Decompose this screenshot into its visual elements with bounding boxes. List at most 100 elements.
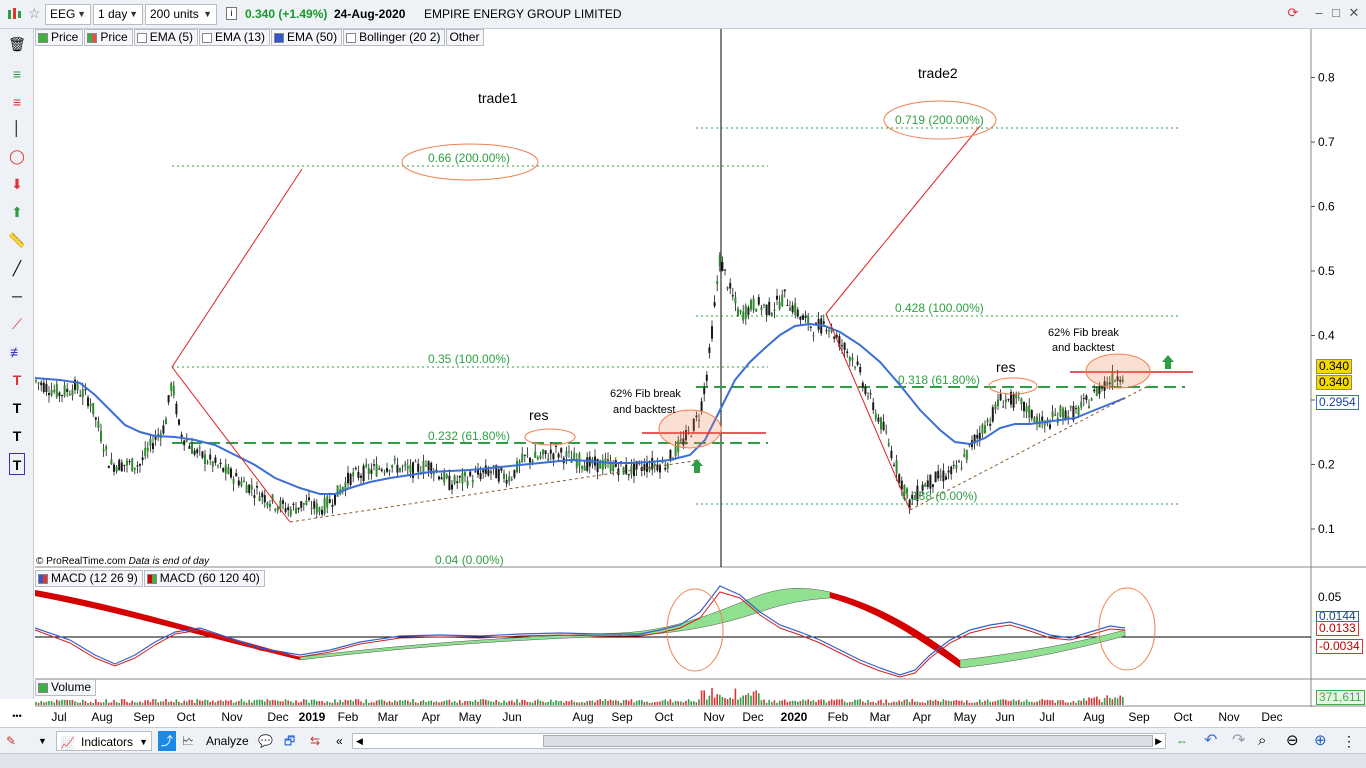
share-icon[interactable]: ⤴ (158, 731, 176, 751)
volume-bar (622, 700, 625, 705)
candle-body (417, 463, 420, 472)
scroll-left-icon[interactable]: ◀ (356, 736, 363, 746)
legend-bollinger[interactable]: Bollinger (20 2) (343, 29, 446, 46)
segment-icon[interactable]: ⟋ (12, 316, 22, 332)
candle-body (66, 388, 69, 393)
indicators-button[interactable]: 📈 Indicators ▼ (56, 731, 152, 751)
star-icon[interactable]: ☆ (28, 5, 41, 21)
text-box-icon[interactable]: T (9, 453, 25, 475)
candle-body (87, 397, 89, 406)
candle-body (729, 283, 732, 289)
zoom-out-icon[interactable]: ⊖ (1286, 732, 1299, 749)
volume-bar (1051, 700, 1054, 705)
volume-bar (927, 700, 929, 705)
minimize-icon[interactable]: – (1315, 5, 1323, 20)
time-tick-label: Aug (1083, 710, 1104, 724)
undo-icon[interactable]: ↶ (1204, 732, 1218, 749)
maximize-icon[interactable]: □ (1332, 5, 1340, 20)
trendline-icon[interactable]: ╱ (12, 260, 22, 276)
candle-body (94, 417, 97, 420)
close-icon[interactable]: ✕ (1348, 5, 1360, 20)
arrow-down-icon[interactable]: ⬇ (11, 176, 23, 192)
text-icon[interactable]: T (12, 428, 22, 444)
legend-ema5[interactable]: EMA (5) (133, 29, 199, 46)
info-icon[interactable]: i (226, 7, 237, 20)
time-scrollbar[interactable]: ◀ ▶ (352, 733, 1166, 749)
ticker-select[interactable]: EEG ▼ (45, 4, 91, 25)
volume-bar (776, 702, 778, 705)
candle-body (867, 396, 869, 398)
time-tick-label: Jul (1039, 710, 1054, 724)
candle-body (1017, 397, 1020, 399)
volume-bar (310, 699, 313, 705)
volume-bar (404, 700, 406, 705)
candle-body (560, 448, 563, 453)
volume-bar (48, 701, 50, 705)
volume-bar (45, 701, 48, 705)
ruler-icon[interactable]: 📏 (8, 232, 26, 248)
candle-body (895, 460, 898, 474)
chart-window-icon[interactable]: 🗗 (284, 734, 296, 748)
candle-body (430, 462, 433, 474)
legend-ema50[interactable]: EMA (50) (271, 29, 343, 46)
scroll-right-icon[interactable]: ▶ (1155, 736, 1162, 746)
fib-up-icon[interactable]: ≡ (12, 66, 22, 82)
legend-macd-fast[interactable]: MACD (12 26 9) (35, 570, 143, 587)
collapse-left-icon[interactable]: « (336, 734, 343, 748)
volume-bar (92, 702, 94, 705)
volume-bar (825, 702, 828, 705)
volume-bar (526, 701, 529, 705)
interval-select[interactable]: 1 day ▼ (93, 4, 143, 25)
units-select[interactable]: 200 units ▼ (145, 4, 217, 25)
scrollbar-thumb[interactable] (543, 735, 1153, 747)
chevron-down-icon[interactable]: ▼ (38, 736, 47, 746)
text-red-icon[interactable]: T (12, 372, 22, 388)
chart-type-icon[interactable] (6, 6, 22, 22)
indicator-legend: Price Price EMA (5) EMA (13) EMA (50) Bo… (35, 29, 485, 46)
text-bold-icon[interactable]: T (12, 400, 22, 416)
trash-icon[interactable]: 🗑 (8, 36, 26, 52)
legend-macd-slow[interactable]: MACD (60 120 40) (143, 570, 265, 587)
more-tools-icon[interactable]: ••• (12, 711, 22, 721)
legend-ema13[interactable]: EMA (13) (199, 29, 271, 46)
legend-other[interactable]: Other (446, 29, 485, 46)
drawing-mode-icon[interactable]: ✎ (6, 734, 17, 748)
more-options-icon[interactable]: ⋮ (1342, 733, 1356, 749)
volume-bar (76, 702, 79, 705)
candle-body (352, 472, 355, 477)
volume-bar (706, 699, 708, 705)
legend-label: EMA (5) (149, 30, 194, 44)
fib-projection-icon[interactable]: ≢ (10, 344, 24, 360)
volume-bar (680, 701, 682, 705)
time-tick-label: 2019 (299, 710, 326, 724)
volume-bar (451, 702, 453, 705)
refresh-icon[interactable]: ⟳ (1287, 5, 1299, 20)
candle-body (737, 308, 739, 316)
comment-icon[interactable]: 💬 (258, 734, 273, 748)
fit-screen-icon[interactable]: ⇔ (1176, 734, 1188, 748)
zoom-area-icon[interactable]: ⌕ (1258, 732, 1267, 749)
fib-down-icon[interactable]: ≡ (12, 94, 22, 110)
redo-icon[interactable]: ↷ (1232, 732, 1246, 749)
volume-bar (557, 701, 560, 705)
legend-price-up[interactable]: Price (35, 29, 84, 46)
candle-body (414, 461, 417, 463)
arrow-up-icon[interactable]: ⬆ (11, 204, 23, 220)
candle-body (939, 475, 942, 478)
analyze-button[interactable]: 🗠 Analyze (180, 731, 249, 751)
legend-price-down[interactable]: Price (84, 29, 133, 46)
macd-tick: 0.05 (1318, 590, 1342, 604)
volume-bar (539, 700, 542, 705)
compare-icon[interactable]: ⇆ (310, 734, 321, 748)
candle-body (222, 468, 225, 472)
candle-body (484, 465, 487, 474)
volume-bar (734, 688, 737, 705)
volume-bar (305, 699, 308, 705)
vertical-line-icon[interactable]: │ (12, 120, 22, 136)
legend-volume[interactable]: Volume (35, 679, 97, 696)
zoom-in-icon[interactable]: ⊕ (1314, 732, 1327, 749)
horizontal-line-icon[interactable]: ─ (12, 288, 22, 304)
ellipse-icon[interactable]: ◯ (9, 148, 25, 164)
volume-bar (43, 702, 45, 705)
